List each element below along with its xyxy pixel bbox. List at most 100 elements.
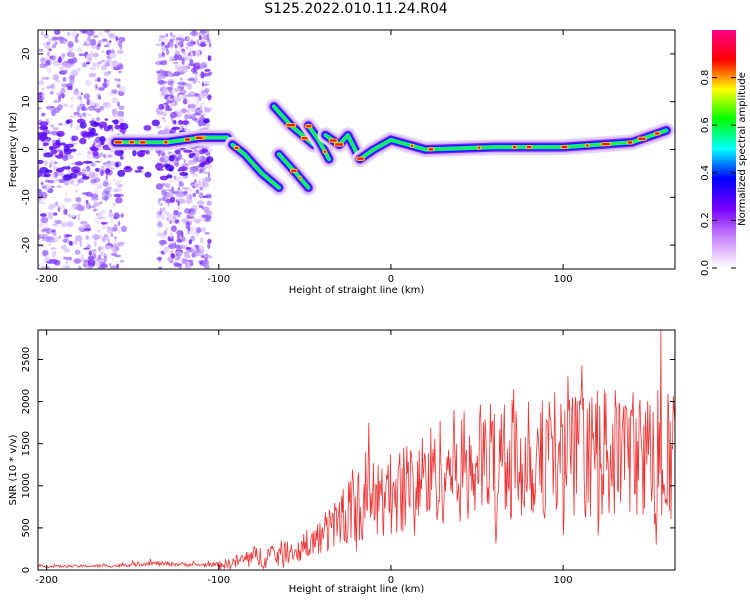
noise-speckle <box>90 162 97 167</box>
x-tick-label: 100 <box>554 575 573 586</box>
noise-speckle <box>50 247 57 250</box>
noise-speckle <box>60 93 65 99</box>
noise-speckle <box>179 171 189 176</box>
noise-speckle <box>54 220 62 224</box>
colorbar <box>712 30 736 268</box>
noise-speckle <box>195 189 199 194</box>
noise-speckle <box>117 70 122 74</box>
noise-speckle <box>83 228 92 232</box>
noise-speckle <box>81 168 87 174</box>
noise-speckle <box>64 264 70 269</box>
noise-speckle <box>48 212 53 220</box>
noise-speckle <box>165 227 168 232</box>
noise-speckle <box>151 119 160 127</box>
noise-speckle <box>97 216 106 220</box>
noise-speckle <box>159 94 162 98</box>
noise-speckle <box>98 246 101 252</box>
noise-speckle <box>108 173 112 176</box>
noise-speckle <box>163 247 168 254</box>
noise-speckle <box>77 105 83 110</box>
noise-speckle <box>39 121 49 127</box>
noise-speckle <box>63 248 71 254</box>
noise-speckle <box>161 91 165 96</box>
ridge-hotspot <box>299 176 301 180</box>
noise-speckle <box>92 255 95 261</box>
noise-speckle <box>115 197 123 204</box>
noise-speckle <box>155 43 163 47</box>
noise-speckle <box>162 119 167 123</box>
noise-speckle <box>137 152 145 158</box>
ridge-hotspot <box>234 146 239 150</box>
noise-speckle <box>171 235 174 243</box>
noise-speckle <box>69 52 76 58</box>
noise-speckle <box>205 210 213 216</box>
noise-speckle <box>58 179 66 183</box>
noise-speckle <box>203 81 212 84</box>
noise-speckle <box>71 135 79 142</box>
noise-speckle <box>66 154 74 160</box>
noise-speckle <box>157 220 162 227</box>
noise-speckle <box>158 266 162 269</box>
noise-speckle <box>46 41 51 46</box>
noise-speckle <box>107 91 114 96</box>
noise-speckle <box>43 183 51 191</box>
noise-speckle <box>198 35 202 41</box>
noise-speckle <box>155 183 164 190</box>
noise-speckle <box>75 196 78 203</box>
noise-speckle <box>76 118 86 124</box>
noise-speckle <box>196 101 200 106</box>
noise-speckle <box>191 107 195 113</box>
noise-speckle <box>118 86 126 93</box>
noise-speckle <box>75 235 82 242</box>
noise-speckle <box>94 187 98 195</box>
noise-speckle <box>165 33 168 38</box>
noise-speckle <box>162 117 165 120</box>
noise-speckle <box>82 176 90 180</box>
noise-speckle <box>90 147 99 152</box>
noise-speckle <box>90 183 98 186</box>
noise-speckle <box>63 144 68 148</box>
noise-speckle <box>181 120 190 125</box>
noise-speckle <box>43 152 54 158</box>
noise-speckle <box>110 218 113 223</box>
noise-speckle <box>188 239 192 245</box>
y-tick-label: 2500 <box>21 347 32 372</box>
noise-speckle <box>118 41 123 48</box>
noise-speckle <box>38 192 43 197</box>
noise-speckle <box>193 197 197 200</box>
noise-speckle <box>74 40 79 43</box>
ridge-hotspot <box>335 143 343 146</box>
noise-speckle <box>202 146 210 149</box>
noise-speckle <box>104 236 111 243</box>
noise-speckle <box>200 102 206 105</box>
noise-speckle <box>111 119 119 123</box>
noise-speckle <box>187 52 191 56</box>
noise-speckle <box>42 250 49 257</box>
noise-speckle <box>157 213 161 217</box>
noise-speckle <box>109 209 113 213</box>
noise-speckle <box>166 49 170 56</box>
noise-speckle <box>119 259 125 263</box>
noise-speckle <box>63 197 72 203</box>
noise-speckle <box>38 197 42 201</box>
noise-speckle <box>177 207 180 210</box>
noise-speckle <box>62 155 69 161</box>
noise-speckle <box>201 177 205 184</box>
noise-speckle <box>114 149 124 157</box>
noise-speckle <box>160 38 169 43</box>
noise-speckle <box>38 234 42 240</box>
noise-speckle <box>46 117 52 121</box>
noise-speckle <box>162 87 169 94</box>
noise-speckle <box>78 53 86 57</box>
noise-speckle <box>204 88 210 93</box>
noise-speckle <box>92 62 97 68</box>
noise-speckle <box>192 192 197 197</box>
noise-speckle <box>103 44 110 48</box>
noise-speckle <box>81 254 85 260</box>
noise-speckle <box>55 80 62 83</box>
noise-speckle <box>194 182 197 185</box>
noise-speckle <box>92 249 97 253</box>
noise-speckle <box>104 62 111 67</box>
noise-speckle <box>41 87 45 91</box>
noise-speckle <box>41 93 46 99</box>
